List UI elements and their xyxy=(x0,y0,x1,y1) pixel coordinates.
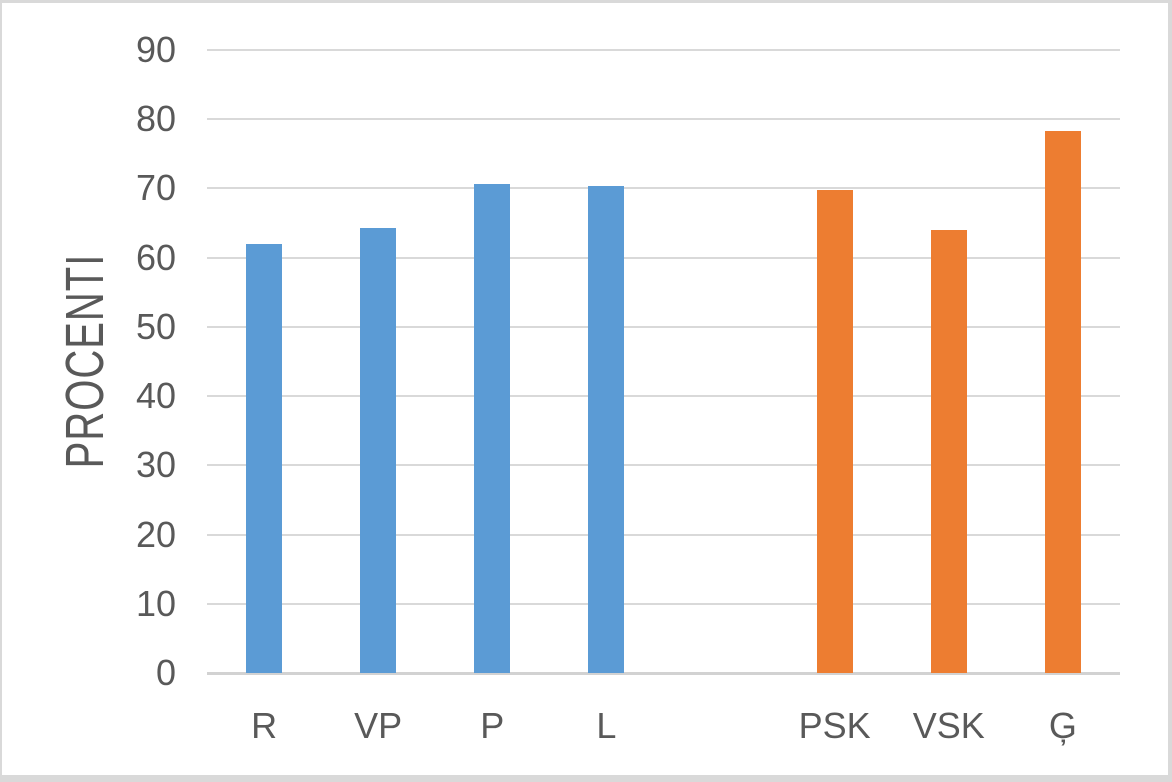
bar-P xyxy=(474,183,511,673)
gridline-90 xyxy=(207,49,1120,51)
bar-PSK xyxy=(816,189,853,673)
gridline-10 xyxy=(207,602,1120,605)
x-tick-label-P: P xyxy=(480,705,505,746)
bar-R xyxy=(246,243,283,673)
bar-VSK xyxy=(930,229,967,673)
gridline-60 xyxy=(207,256,1120,259)
x-tick-label-Ģ: Ģ xyxy=(1048,705,1077,746)
gridline-20 xyxy=(207,533,1120,536)
y-tick-label-10: 10 xyxy=(135,582,176,624)
x-axis-line xyxy=(207,672,1120,675)
bar-L xyxy=(588,185,625,673)
gridline-40 xyxy=(207,395,1120,398)
y-tick-label-0: 0 xyxy=(155,652,176,693)
y-tick-label-70: 70 xyxy=(135,167,176,209)
y-tick-label-90: 90 xyxy=(135,29,176,70)
y-tick-label-40: 40 xyxy=(135,375,176,417)
gridline-30 xyxy=(207,464,1120,467)
gridline-80 xyxy=(207,118,1120,121)
bar-VP xyxy=(360,227,397,673)
y-tick-label-30: 30 xyxy=(135,444,176,486)
x-tick-label-VSK: VSK xyxy=(912,705,985,746)
bar-Ģ xyxy=(1044,130,1081,673)
x-tick-label-VP: VP xyxy=(354,705,403,746)
y-tick-label-80: 80 xyxy=(135,98,176,140)
y-tick-label-20: 20 xyxy=(135,513,176,555)
gridline-50 xyxy=(207,325,1120,328)
x-tick-label-L: L xyxy=(596,705,617,746)
x-tick-label-R: R xyxy=(251,705,278,746)
x-tick-label-PSK: PSK xyxy=(798,705,871,746)
gridline-70 xyxy=(207,187,1120,190)
y-tick-label-60: 60 xyxy=(135,236,176,278)
y-tick-label-50: 50 xyxy=(135,305,176,347)
